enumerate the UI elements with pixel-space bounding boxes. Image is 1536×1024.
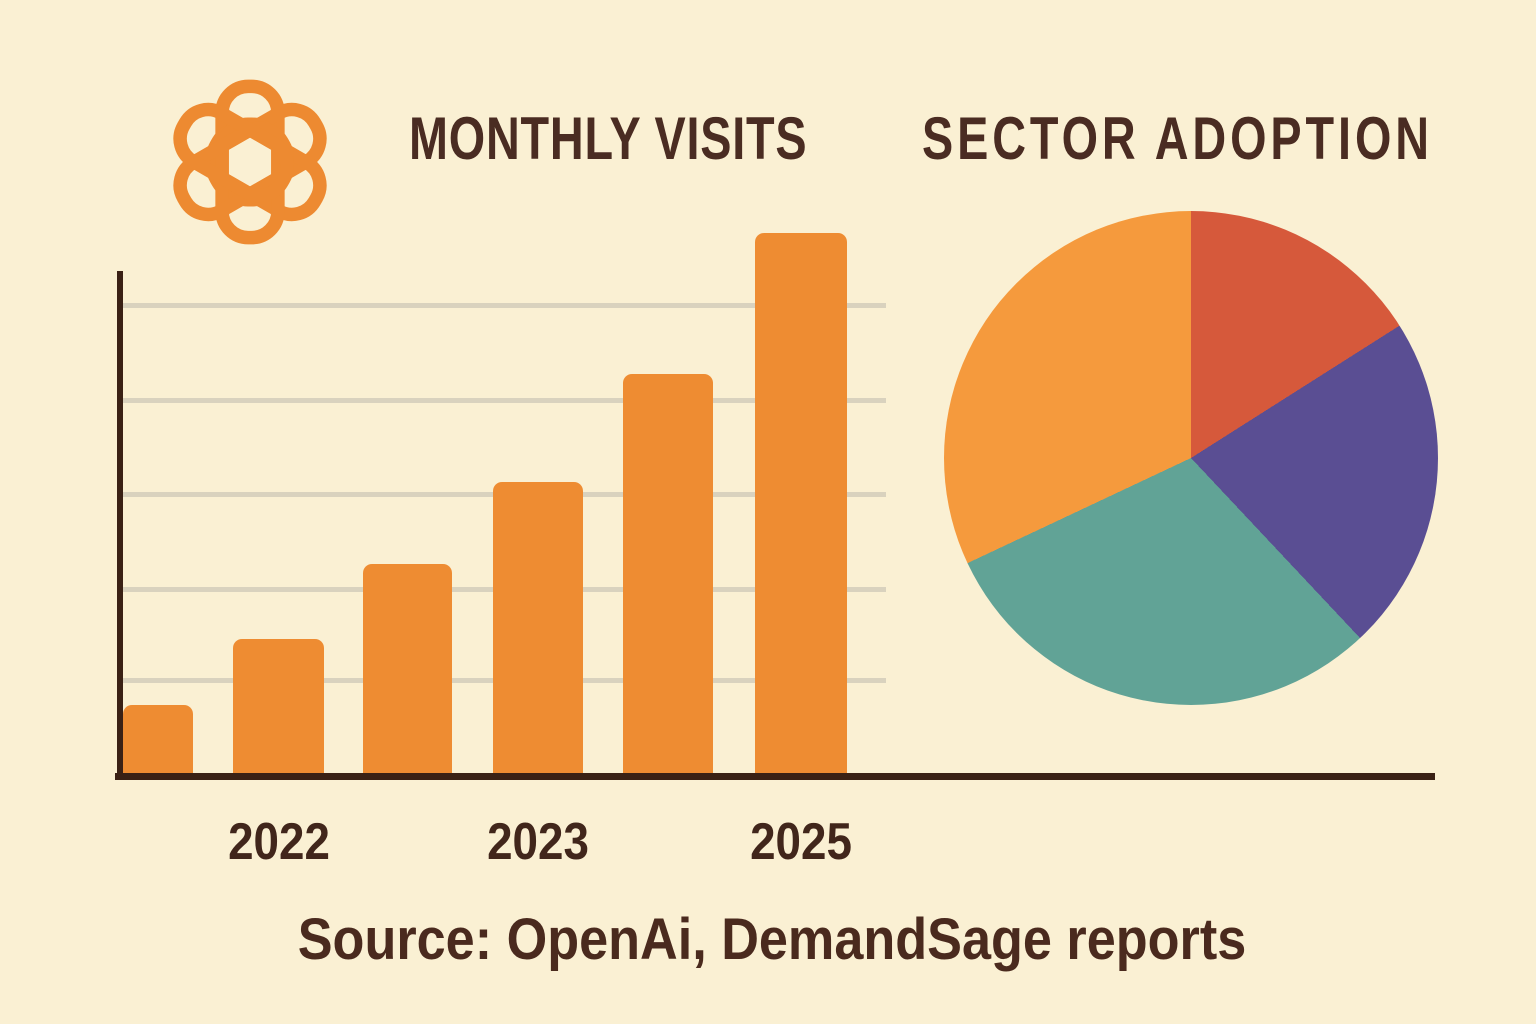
pie-chart-title: SECTOR ADOPTION [922, 105, 1433, 172]
y-axis-line [117, 271, 123, 780]
x-axis-label-2023: 2023 [487, 813, 589, 871]
gridline [122, 398, 886, 403]
gridline [122, 303, 886, 308]
bar-chart-title: MONTHLY VISITS [409, 105, 808, 172]
bar-2025 [755, 233, 847, 778]
bar-2022 [233, 639, 324, 778]
bar-series-3 [363, 564, 452, 778]
x-axis-line [115, 773, 1435, 780]
bar-series-1 [123, 705, 193, 778]
source-note: Source: OpenAi, DemandSage reports [297, 907, 1247, 972]
x-axis-label-2025: 2025 [750, 813, 852, 871]
bar-series-5 [623, 374, 713, 778]
x-axis-label-2022: 2022 [227, 813, 330, 871]
sector-adoption-pie-chart [944, 211, 1438, 705]
openai-logo-icon [173, 79, 327, 245]
bar-2023 [493, 482, 583, 778]
